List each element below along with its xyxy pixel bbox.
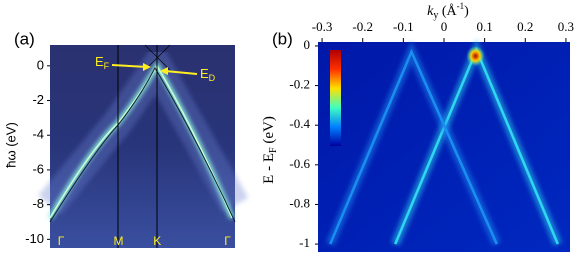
annotation-sub: D [209,73,216,83]
y-tick-label: -0.6 [289,156,310,171]
colorbar [330,50,341,146]
band-line [329,48,498,245]
x-axis-label: ky (Å-1) [427,1,469,21]
arrow [164,70,198,75]
y-tick-label: -8 [32,196,44,211]
x-tick-label: Γ [224,234,231,248]
y-tick-label: -4 [32,127,44,142]
y-tick-label: -2 [32,92,44,107]
y-tick-label: 0 [37,57,44,72]
annotation: EF [95,54,110,71]
y-axis-label: E - EF (eV) [261,116,279,184]
x-tick-label: K [153,234,161,248]
y-tick-label: -0.4 [289,116,310,131]
label-part: (Å [438,3,457,19]
plot-area [318,42,570,252]
label-part: ) [464,4,469,19]
x-tick-label: 0.2 [517,19,533,34]
panel-label: (a) [14,29,35,48]
annotation-text: E [200,66,209,81]
x-tick-label: M [113,234,123,248]
y-tick-label: -1 [299,235,310,250]
annotation-text: E [95,54,104,69]
intensity-peak [466,46,485,66]
label-part: -1 [457,1,465,11]
y-tick-label: 0 [304,37,311,52]
x-tick-label: -0.3 [312,19,333,34]
x-tick-label: -0.1 [393,19,414,34]
x-tick-label: 0.3 [558,19,574,34]
panel-label: (b) [272,29,293,48]
y-axis-label: ħω (eV) [3,122,18,168]
y-tick-label: -6 [32,161,44,176]
label-part: y [433,10,438,21]
x-tick-label: 0.1 [477,19,493,34]
x-tick-label: -0.2 [352,19,373,34]
x-tick-label: 0 [441,19,448,34]
label-part: k [427,4,434,19]
arrow [111,64,149,68]
y-tick-label: -0.2 [289,77,310,92]
label-part: F [268,147,279,153]
annotation: ED [200,66,216,83]
arrow-head [160,67,168,75]
label-part: E - E [261,153,277,184]
label-part: (eV) [261,116,277,147]
arrow-head [143,63,151,71]
x-tick-label: Γ [58,234,65,248]
band-image [38,37,249,248]
annotation-sub: F [104,61,110,71]
y-tick-label: -10 [25,231,44,246]
y-tick-label: -0.8 [289,195,310,210]
